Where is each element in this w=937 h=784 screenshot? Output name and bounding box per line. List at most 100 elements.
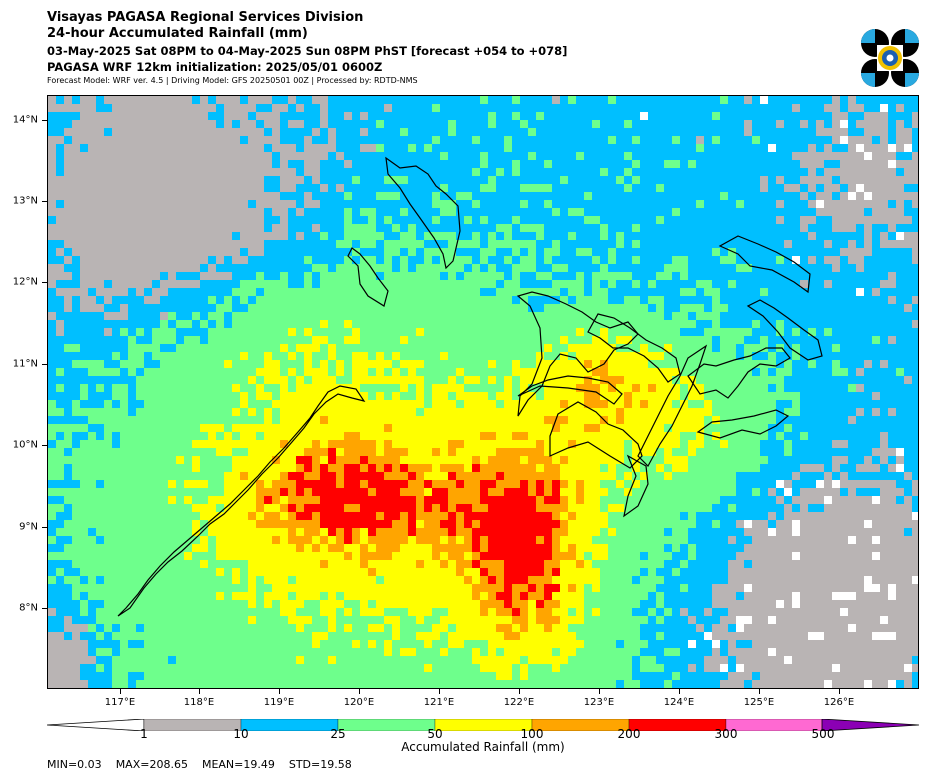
rainfall-cell — [904, 352, 912, 360]
rainfall-cell — [104, 368, 112, 376]
rainfall-cell — [120, 504, 128, 512]
rainfall-cell — [152, 416, 160, 424]
rainfall-cell — [128, 304, 136, 312]
rainfall-cell — [48, 528, 56, 536]
rainfall-cell — [736, 512, 744, 520]
rainfall-cell — [632, 440, 640, 448]
rainfall-cell — [584, 144, 592, 152]
rainfall-cell — [488, 112, 496, 120]
rainfall-cell — [696, 312, 704, 320]
rainfall-cell — [328, 440, 336, 448]
rainfall-cell — [504, 240, 512, 248]
rainfall-cell — [96, 344, 104, 352]
rainfall-cell — [336, 488, 344, 496]
rainfall-cell — [224, 496, 232, 504]
rainfall-cell — [736, 232, 744, 240]
rainfall-cell — [288, 312, 296, 320]
rainfall-cell — [336, 528, 344, 536]
rainfall-cell — [312, 104, 320, 112]
rainfall-cell — [776, 416, 784, 424]
rainfall-cell — [240, 520, 248, 528]
rainfall-cell — [856, 128, 864, 136]
rainfall-cell — [80, 456, 88, 464]
rainfall-cell — [424, 256, 432, 264]
rainfall-cell — [248, 296, 256, 304]
rainfall-cell — [144, 384, 152, 392]
rainfall-cell — [672, 168, 680, 176]
rainfall-cell — [784, 296, 792, 304]
rainfall-cell — [736, 152, 744, 160]
rainfall-cell — [664, 440, 672, 448]
rainfall-cell — [176, 272, 184, 280]
rainfall-cell — [728, 440, 736, 448]
rainfall-cell — [448, 184, 456, 192]
rainfall-cell — [112, 480, 120, 488]
rainfall-cell — [416, 200, 424, 208]
rainfall-cell — [552, 248, 560, 256]
rainfall-cell — [168, 448, 176, 456]
rainfall-cell — [912, 96, 918, 104]
rainfall-cell — [152, 448, 160, 456]
rainfall-cell — [560, 240, 568, 248]
rainfall-cell — [816, 240, 824, 248]
rainfall-cell — [384, 384, 392, 392]
rainfall-cell — [400, 208, 408, 216]
rainfall-cell — [392, 416, 400, 424]
rainfall-cell — [712, 352, 720, 360]
rainfall-cell — [304, 280, 312, 288]
rainfall-cell — [640, 280, 648, 288]
rainfall-cell — [464, 208, 472, 216]
rainfall-cell — [432, 440, 440, 448]
rainfall-cell — [376, 392, 384, 400]
rainfall-cell — [808, 368, 816, 376]
rainfall-cell — [192, 528, 200, 536]
rainfall-map[interactable] — [47, 95, 919, 689]
rainfall-cell — [504, 288, 512, 296]
rainfall-cell — [712, 224, 720, 232]
rainfall-cell — [888, 304, 896, 312]
rainfall-cell — [408, 400, 416, 408]
rainfall-cell — [152, 536, 160, 544]
rainfall-cell — [744, 192, 752, 200]
rainfall-cell — [768, 296, 776, 304]
rainfall-cell — [528, 344, 536, 352]
rainfall-cell — [56, 504, 64, 512]
rainfall-cell — [832, 480, 840, 488]
rainfall-cell — [336, 440, 344, 448]
rainfall-cell — [168, 344, 176, 352]
rainfall-cell — [528, 480, 536, 488]
rainfall-cell — [112, 536, 120, 544]
rainfall-cell — [128, 320, 136, 328]
rainfall-cell — [328, 296, 336, 304]
rainfall-cell — [568, 344, 576, 352]
rainfall-cell — [672, 504, 680, 512]
rainfall-cell — [392, 192, 400, 200]
rainfall-cell — [792, 424, 800, 432]
rainfall-cell — [296, 472, 304, 480]
rainfall-cell — [824, 224, 832, 232]
rainfall-cell — [464, 368, 472, 376]
rainfall-cell — [648, 344, 656, 352]
rainfall-cell — [568, 512, 576, 520]
rainfall-cell — [272, 472, 280, 480]
rainfall-cell — [896, 256, 904, 264]
rainfall-cell — [520, 168, 528, 176]
rainfall-cell — [648, 368, 656, 376]
rainfall-cell — [176, 432, 184, 440]
rainfall-cell — [808, 352, 816, 360]
rainfall-cell — [168, 352, 176, 360]
rainfall-cell — [152, 472, 160, 480]
rainfall-cell — [280, 328, 288, 336]
rainfall-cell — [296, 144, 304, 152]
rainfall-cell — [872, 224, 880, 232]
rainfall-cell — [200, 424, 208, 432]
rainfall-cell — [176, 392, 184, 400]
rainfall-cell — [64, 136, 72, 144]
rainfall-cell — [648, 336, 656, 344]
rainfall-cell — [648, 352, 656, 360]
rainfall-cell — [544, 344, 552, 352]
rainfall-cell — [608, 456, 616, 464]
rainfall-cell — [64, 440, 72, 448]
rainfall-cell — [848, 128, 856, 136]
rainfall-cell — [720, 192, 728, 200]
